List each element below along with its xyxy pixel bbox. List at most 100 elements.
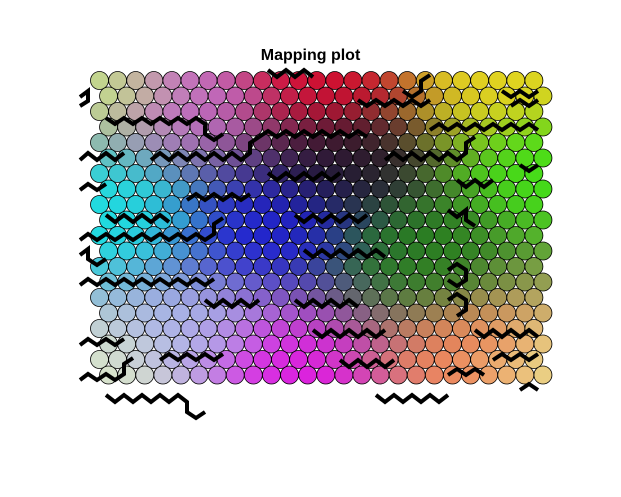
- cluster-boundary-segment: [293, 297, 360, 310]
- som-cell: [90, 102, 109, 121]
- cluster-boundary-segment: [266, 170, 342, 183]
- som-cell: [361, 71, 381, 90]
- som-cell: [379, 257, 399, 276]
- som-cell: [162, 164, 182, 183]
- som-cell: [497, 179, 517, 199]
- cluster-boundary-segment: [78, 245, 108, 268]
- som-cell: [334, 272, 354, 292]
- som-cell: [289, 195, 309, 214]
- som-cell: [243, 148, 263, 168]
- som-cell: [225, 272, 245, 292]
- som-cell: [524, 288, 544, 307]
- som-cell: [117, 303, 137, 323]
- som-cell: [234, 164, 254, 183]
- som-cell: [343, 164, 363, 183]
- som-cell: [162, 133, 182, 152]
- som-cell: [135, 365, 155, 385]
- cluster-boundary-segment: [374, 392, 450, 405]
- som-cell: [515, 210, 535, 230]
- som-cell: [234, 350, 254, 369]
- som-cell: [108, 164, 127, 183]
- som-cell: [153, 241, 173, 261]
- som-cell: [533, 272, 553, 292]
- som-cell: [108, 319, 127, 338]
- cluster-boundary-segment: [78, 336, 126, 348]
- som-cell: [533, 241, 553, 261]
- som-cell: [252, 226, 272, 245]
- som-cell: [126, 133, 146, 152]
- som-cell: [433, 133, 453, 152]
- som-cell: [506, 195, 526, 214]
- som-cell: [470, 288, 490, 307]
- som-cell: [415, 319, 435, 338]
- som-cell: [243, 365, 263, 385]
- som-cell: [144, 195, 164, 214]
- som-cell: [162, 319, 182, 338]
- som-cell: [433, 226, 453, 245]
- som-cell: [433, 319, 453, 338]
- som-cell: [316, 86, 336, 106]
- som-cell: [452, 71, 471, 90]
- som-cell: [108, 257, 127, 276]
- som-cell: [252, 257, 272, 276]
- cluster-boundary-segment: [149, 135, 261, 163]
- som-cell: [189, 303, 209, 323]
- som-cell: [225, 334, 245, 354]
- som-cell: [90, 350, 109, 369]
- som-cell: [171, 241, 191, 261]
- som-cell: [424, 365, 444, 385]
- som-cell: [298, 148, 318, 168]
- som-cell: [325, 257, 345, 276]
- cluster-boundary-segment: [78, 87, 90, 108]
- som-cell: [271, 257, 290, 276]
- som-cell: [216, 257, 236, 276]
- som-cell: [180, 257, 200, 276]
- som-cell: [533, 303, 553, 323]
- som-cell: [262, 241, 281, 261]
- som-cell: [452, 102, 471, 121]
- som-cell: [280, 303, 299, 323]
- som-cell: [262, 179, 281, 199]
- som-cell: [488, 257, 508, 276]
- som-cell: [424, 272, 444, 292]
- som-cell: [424, 241, 444, 261]
- som-cell: [126, 71, 146, 90]
- som-cell: [243, 241, 263, 261]
- som-cell: [370, 303, 390, 323]
- som-cell: [433, 71, 453, 90]
- som-cell: [298, 179, 318, 199]
- som-cell: [488, 133, 508, 152]
- som-cell: [343, 102, 363, 121]
- som-cell: [479, 272, 499, 292]
- cluster-boundary-segment: [266, 67, 315, 80]
- som-cell: [117, 334, 137, 354]
- som-cell: [262, 303, 281, 323]
- som-cell: [415, 350, 435, 369]
- cluster-boundary-segment: [491, 351, 540, 363]
- som-cell: [298, 365, 318, 385]
- som-cell: [361, 288, 381, 307]
- som-cell: [452, 319, 471, 338]
- som-cell: [153, 365, 173, 385]
- som-cell: [198, 71, 218, 90]
- som-cell: [388, 272, 408, 292]
- som-cell: [406, 365, 426, 385]
- som-cell: [243, 334, 263, 354]
- som-cell: [379, 133, 399, 152]
- som-cell: [334, 86, 354, 106]
- som-cell: [443, 241, 462, 261]
- som-cell: [479, 241, 499, 261]
- som-cell: [298, 334, 318, 354]
- som-cell: [397, 319, 417, 338]
- som-cell: [207, 334, 227, 354]
- som-cell: [225, 210, 245, 230]
- som-cell: [225, 365, 245, 385]
- som-cell: [234, 319, 254, 338]
- som-cell: [252, 195, 272, 214]
- cluster-boundary-segment: [302, 247, 387, 260]
- som-cell: [415, 133, 435, 152]
- som-cell: [361, 195, 381, 214]
- som-cell: [406, 117, 426, 137]
- chart-title: Mapping plot: [260, 47, 361, 64]
- som-cell: [271, 350, 290, 369]
